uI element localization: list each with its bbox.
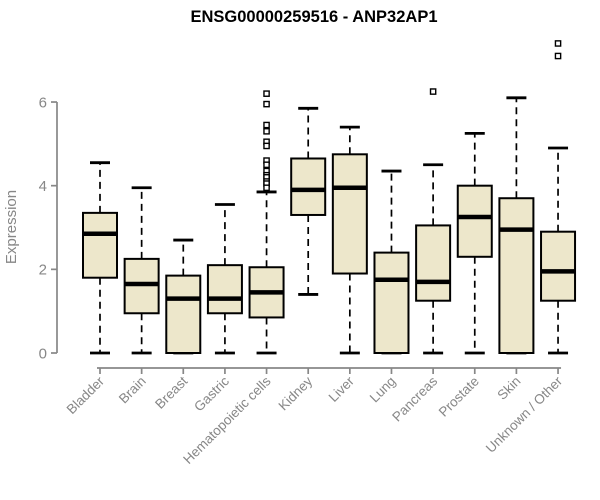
outlier-point xyxy=(429,88,437,95)
iqr-box xyxy=(82,211,118,279)
outlier-point xyxy=(263,100,270,108)
chart-title: ENSG00000259516 - ANP32AP1 xyxy=(190,8,437,26)
x-tick-label: Pancreas xyxy=(389,373,440,424)
outlier-point xyxy=(263,142,270,150)
x-tick-label: Gastric xyxy=(191,373,232,414)
y-tick-label: 2 xyxy=(39,262,47,279)
iqr-box xyxy=(290,157,327,216)
outlier-point xyxy=(554,52,562,60)
x-tick-label: Prostate xyxy=(436,374,482,420)
iqr-box xyxy=(373,251,410,354)
x-tick-label: Unknown / Other xyxy=(483,373,566,456)
x-tick-label: Bladder xyxy=(64,373,108,417)
iqr-box xyxy=(165,274,202,354)
iqr-box xyxy=(498,197,535,354)
outlier-point xyxy=(263,90,270,97)
outlier-point xyxy=(263,184,270,192)
iqr-box xyxy=(540,230,577,302)
y-axis-title: Expression xyxy=(3,190,20,264)
x-tick-label: Liver xyxy=(326,373,358,405)
iqr-box xyxy=(456,184,493,258)
iqr-box xyxy=(415,224,452,302)
outlier-point xyxy=(554,40,562,47)
y-tick-label: 4 xyxy=(39,178,47,195)
x-tick-label: Brain xyxy=(116,374,149,407)
iqr-box xyxy=(206,264,243,315)
y-tick-label: 6 xyxy=(39,94,47,111)
outlier-point xyxy=(263,161,270,169)
x-tick-label: Lung xyxy=(367,374,399,406)
outlier-point xyxy=(263,128,270,135)
outlier-point xyxy=(263,121,270,129)
x-tick-label: Breast xyxy=(152,373,190,411)
iqr-box xyxy=(331,153,368,275)
x-tick-label: Skin xyxy=(494,374,523,403)
y-tick-label: 0 xyxy=(39,345,47,362)
x-tick-label: Kidney xyxy=(276,373,316,413)
